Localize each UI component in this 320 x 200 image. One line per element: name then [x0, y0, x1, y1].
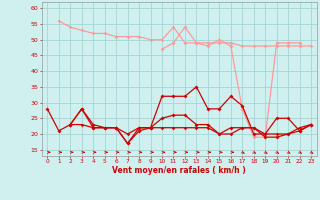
X-axis label: Vent moyen/en rafales ( km/h ): Vent moyen/en rafales ( km/h ) [112, 166, 246, 175]
